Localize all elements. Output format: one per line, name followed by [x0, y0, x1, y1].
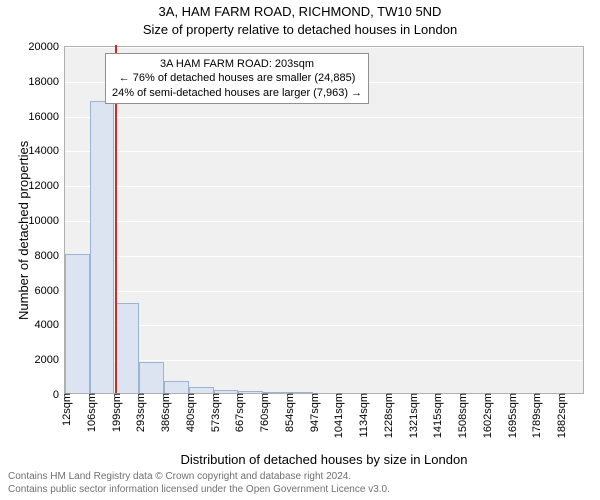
- x-tick-label: 293sqm: [131, 393, 147, 432]
- y-tick-label: 20000: [28, 41, 65, 53]
- x-tick-label: 1602sqm: [478, 393, 494, 438]
- x-tick-label: 1041sqm: [329, 393, 345, 438]
- histogram-bar: [115, 303, 140, 393]
- histogram-bar: [164, 381, 189, 393]
- x-tick-label: 1789sqm: [527, 393, 543, 438]
- histogram-bar: [65, 254, 90, 393]
- x-tick-label: 12sqm: [57, 393, 73, 426]
- y-tick-label: 14000: [28, 145, 65, 157]
- annotation-line: 3A HAM FARM ROAD: 203sqm: [112, 57, 362, 71]
- grid-line: [65, 151, 583, 152]
- histogram-bar: [139, 362, 164, 393]
- x-tick-label: 1321sqm: [404, 393, 420, 438]
- grid-line: [65, 186, 583, 187]
- histogram-bar: [90, 101, 115, 393]
- x-tick-label: 386sqm: [156, 393, 172, 432]
- y-tick-label: 12000: [28, 180, 65, 192]
- attribution-line1: Contains HM Land Registry data © Crown c…: [8, 471, 390, 484]
- x-tick-label: 480sqm: [181, 393, 197, 432]
- y-tick-label: 6000: [35, 285, 65, 297]
- x-tick-label: 1134sqm: [354, 393, 370, 437]
- x-tick-label: 667sqm: [230, 393, 246, 432]
- grid-line: [65, 117, 583, 118]
- x-tick-label: 854sqm: [280, 393, 296, 432]
- x-axis-label: Distribution of detached houses by size …: [64, 452, 584, 467]
- chart-title: 3A, HAM FARM ROAD, RICHMOND, TW10 5ND: [0, 4, 600, 19]
- x-tick-label: 760sqm: [255, 393, 271, 432]
- x-tick-label: 1695sqm: [503, 393, 519, 438]
- annotation-line: 24% of semi-detached houses are larger (…: [112, 86, 362, 100]
- attribution-line2: Contains public sector information licen…: [8, 484, 390, 497]
- grid-line: [65, 221, 583, 222]
- grid-line: [65, 325, 583, 326]
- grid-line: [65, 47, 583, 48]
- x-tick-label: 1508sqm: [453, 393, 469, 438]
- chart-subtitle: Size of property relative to detached ho…: [0, 22, 600, 37]
- x-tick-label: 947sqm: [305, 393, 321, 432]
- x-tick-label: 1882sqm: [552, 393, 568, 438]
- x-tick-label: 199sqm: [107, 393, 123, 432]
- x-tick-label: 573sqm: [206, 393, 222, 432]
- y-axis-label: Number of detached properties: [16, 141, 31, 320]
- x-tick-label: 106sqm: [82, 393, 98, 432]
- annotation-box: 3A HAM FARM ROAD: 203sqm← 76% of detache…: [105, 53, 369, 104]
- y-tick-label: 10000: [28, 215, 65, 227]
- annotation-line: ← 76% of detached houses are smaller (24…: [112, 71, 362, 85]
- grid-line: [65, 291, 583, 292]
- y-tick-label: 18000: [28, 76, 65, 88]
- x-tick-label: 1415sqm: [428, 393, 444, 438]
- x-tick-label: 1228sqm: [379, 393, 395, 438]
- y-tick-label: 16000: [28, 111, 65, 123]
- plot-area: 0200040006000800010000120001400016000180…: [64, 46, 584, 394]
- y-tick-label: 8000: [35, 250, 65, 262]
- y-tick-label: 2000: [35, 354, 65, 366]
- y-tick-label: 4000: [35, 319, 65, 331]
- attribution: Contains HM Land Registry data © Crown c…: [8, 471, 390, 496]
- grid-line: [65, 256, 583, 257]
